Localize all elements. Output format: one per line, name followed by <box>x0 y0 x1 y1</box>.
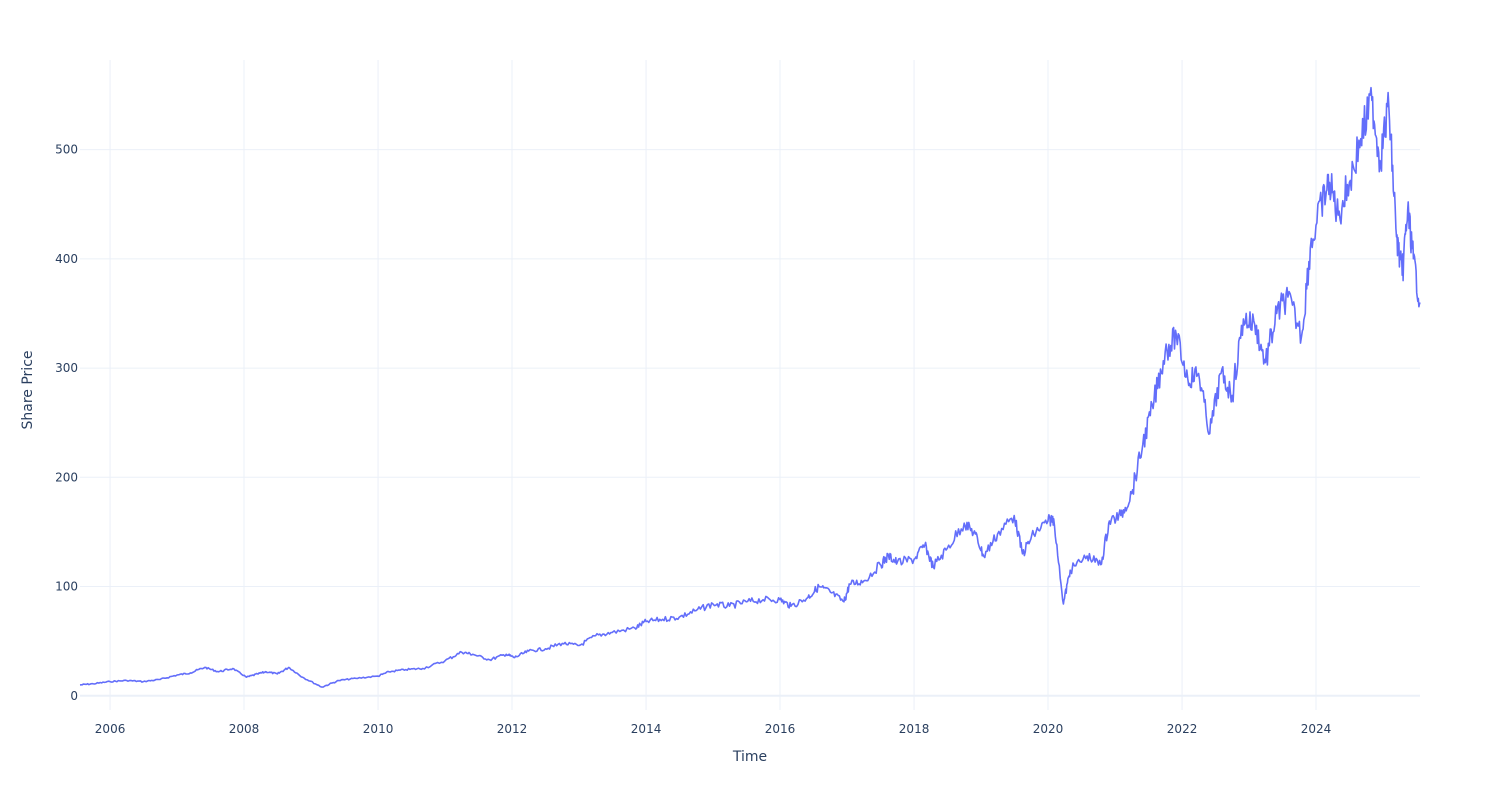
x-tick-label: 2016 <box>765 722 796 736</box>
x-tick-label: 2012 <box>497 722 528 736</box>
x-tick-label: 2024 <box>1301 722 1332 736</box>
series <box>79 86 1421 688</box>
x-tick-label: 2008 <box>229 722 260 736</box>
y-tick-label: 0 <box>70 689 78 703</box>
y-tick-label: 500 <box>55 143 78 157</box>
y-axis-ticks: 0 100 200 300 400 500 <box>55 143 78 703</box>
x-tick-label: 2014 <box>631 722 662 736</box>
y-tick-label: 300 <box>55 361 78 375</box>
x-tick-label: 2018 <box>899 722 930 736</box>
x-tick-label: 2010 <box>363 722 394 736</box>
y-tick-label: 100 <box>55 580 78 594</box>
y-axis-title: Share Price <box>20 350 36 429</box>
y-tick-label: 200 <box>55 470 78 484</box>
x-tick-label: 2022 <box>1167 722 1198 736</box>
y-tick-label: 400 <box>55 252 78 266</box>
x-axis-ticks: 2006 2008 2010 2012 2014 2016 2018 2020 2022 2024 <box>95 722 1331 736</box>
x-tick-label: 2006 <box>95 722 126 736</box>
series-line <box>79 86 1421 688</box>
x-axis-title: Time <box>732 749 767 765</box>
x-tick-label: 2020 <box>1033 722 1064 736</box>
